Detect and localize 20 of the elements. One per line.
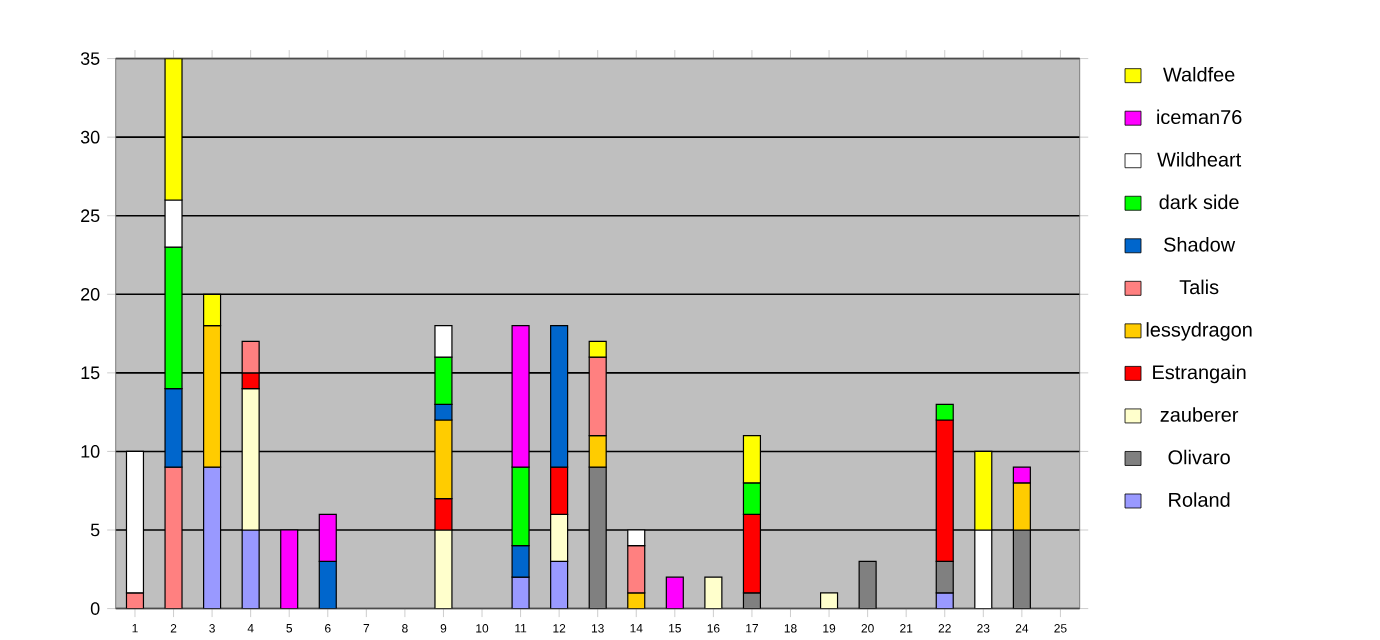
y-tick-label: 15 <box>81 366 100 380</box>
y-tick-label: 0 <box>90 602 100 615</box>
legend-label: Talis <box>1179 279 1219 295</box>
legend-label: Shadow <box>1164 237 1236 252</box>
legend-label: iceman76 <box>1157 109 1242 125</box>
legend-label: dark side <box>1159 194 1239 210</box>
y-tick-label: 35 <box>80 52 100 65</box>
legend-label: Olivaro <box>1168 449 1230 465</box>
legend-label: zauberer <box>1160 407 1239 422</box>
y-tick-label: 20 <box>81 287 100 301</box>
legend-label: Wildheart <box>1157 152 1242 167</box>
legend-label: Estrangain <box>1153 364 1246 384</box>
legend-label: Roland <box>1169 492 1230 507</box>
y-tick-label: 25 <box>81 209 100 223</box>
y-tick-label: 5 <box>90 523 100 537</box>
legend-label: Waldfee <box>1163 66 1235 82</box>
y-tick-label: 10 <box>81 445 100 458</box>
bar <box>858 560 877 609</box>
legend-label: lessydragon <box>1146 322 1252 341</box>
y-tick-label: 30 <box>80 130 100 144</box>
